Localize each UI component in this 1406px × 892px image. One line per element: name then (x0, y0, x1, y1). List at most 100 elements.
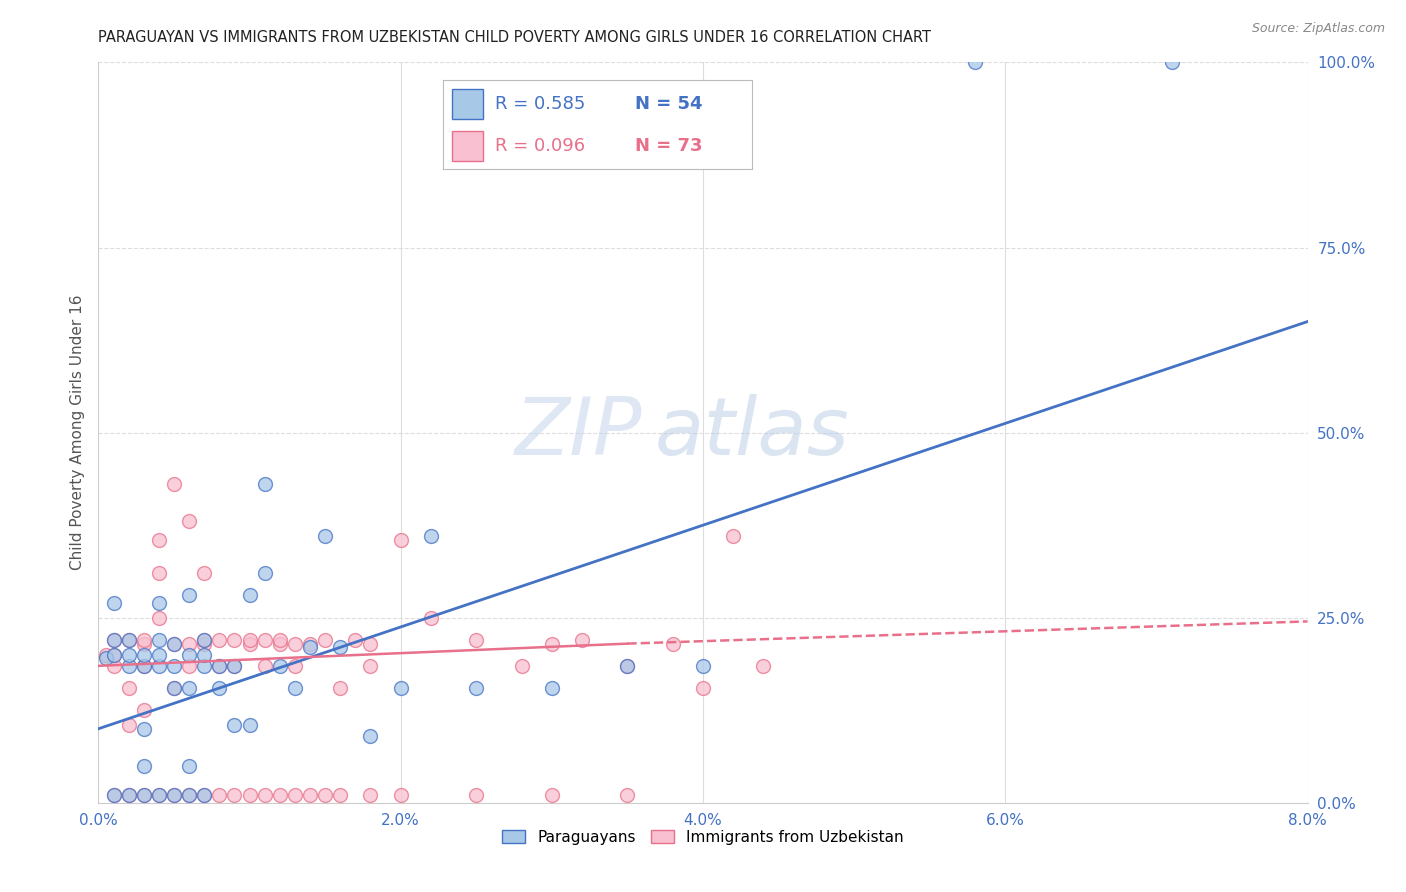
Point (329, 640, 352, 655)
Point (239, 637, 262, 651)
Point (269, 789, 291, 803)
Point (179, 515, 201, 529)
Point (148, 596, 170, 610)
Point (193, 648, 215, 662)
Point (253, 789, 276, 803)
Point (179, 658, 201, 673)
Point (299, 789, 322, 803)
Point (360, 637, 382, 651)
Point (163, 789, 186, 803)
Point (103, 648, 125, 662)
Point (616, 658, 638, 673)
Point (224, 658, 246, 673)
Point (253, 566, 276, 581)
Point (465, 789, 488, 803)
Point (1160, 55, 1182, 70)
Point (723, 529, 745, 543)
Text: PARAGUAYAN VS IMMIGRANTS FROM UZBEKISTAN CHILD POVERTY AMONG GIRLS UNDER 16 CORR: PARAGUAYAN VS IMMIGRANTS FROM UZBEKISTAN… (98, 29, 931, 45)
Point (692, 681, 714, 695)
Point (540, 681, 562, 695)
Point (132, 758, 155, 772)
Point (284, 789, 307, 803)
Point (253, 477, 276, 491)
Point (193, 632, 215, 647)
Point (616, 658, 638, 673)
Point (253, 658, 276, 673)
Point (329, 789, 352, 803)
Text: N = 54: N = 54 (634, 95, 702, 113)
Point (118, 789, 141, 803)
Point (208, 658, 231, 673)
Point (103, 632, 125, 647)
Point (132, 637, 155, 651)
Point (360, 729, 382, 743)
Point (284, 681, 307, 695)
Point (118, 789, 141, 803)
Text: N = 73: N = 73 (634, 136, 702, 155)
Point (752, 658, 775, 673)
Point (314, 529, 336, 543)
Point (179, 589, 201, 603)
Point (616, 789, 638, 803)
Point (420, 529, 443, 543)
Point (179, 681, 201, 695)
Point (132, 789, 155, 803)
Point (465, 632, 488, 647)
Point (239, 589, 262, 603)
Point (103, 596, 125, 610)
Point (148, 789, 170, 803)
Point (299, 640, 322, 655)
Point (148, 648, 170, 662)
Point (132, 789, 155, 803)
Point (148, 533, 170, 547)
Point (344, 632, 367, 647)
Text: Source: ZipAtlas.com: Source: ZipAtlas.com (1251, 22, 1385, 36)
Point (208, 632, 231, 647)
Point (284, 658, 307, 673)
Point (148, 566, 170, 581)
Point (329, 681, 352, 695)
Point (239, 718, 262, 732)
Point (103, 648, 125, 662)
Point (692, 658, 714, 673)
Point (118, 658, 141, 673)
Point (179, 789, 201, 803)
Text: atlas: atlas (655, 393, 849, 472)
Point (360, 658, 382, 673)
Point (118, 681, 141, 695)
Point (163, 681, 186, 695)
Point (103, 632, 125, 647)
Point (163, 637, 186, 651)
Text: R = 0.585: R = 0.585 (495, 95, 586, 113)
Point (103, 789, 125, 803)
Point (118, 718, 141, 732)
Point (163, 789, 186, 803)
Point (103, 789, 125, 803)
Point (118, 632, 141, 647)
Point (148, 789, 170, 803)
Text: R = 0.096: R = 0.096 (495, 136, 586, 155)
Legend: Paraguayans, Immigrants from Uzbekistan: Paraguayans, Immigrants from Uzbekistan (496, 823, 910, 851)
Point (284, 637, 307, 651)
Point (510, 658, 533, 673)
Point (163, 477, 186, 491)
Point (224, 789, 246, 803)
Point (179, 758, 201, 772)
Point (179, 789, 201, 803)
Point (148, 632, 170, 647)
Point (389, 681, 412, 695)
Point (193, 637, 215, 651)
Point (193, 789, 215, 803)
Point (179, 637, 201, 651)
Point (465, 681, 488, 695)
Point (965, 55, 987, 70)
Point (118, 648, 141, 662)
FancyBboxPatch shape (453, 131, 484, 161)
Point (163, 658, 186, 673)
Text: ZIP: ZIP (515, 393, 643, 472)
Point (224, 632, 246, 647)
Y-axis label: Child Poverty Among Girls Under 16: Child Poverty Among Girls Under 16 (69, 295, 84, 570)
Point (103, 658, 125, 673)
Point (179, 648, 201, 662)
Point (661, 637, 683, 651)
